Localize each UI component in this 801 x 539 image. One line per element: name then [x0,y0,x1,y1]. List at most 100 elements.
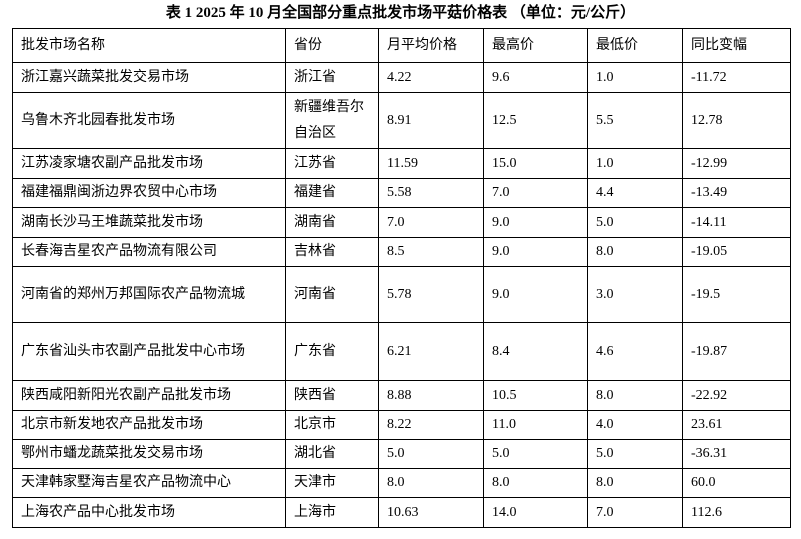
table-cell: 11.0 [483,410,588,440]
table-cell: 河南省 [285,266,379,323]
table-cell: 7.0 [378,207,484,238]
table-cell: 陕西省 [285,380,379,411]
table-cell: 天津韩家墅海吉星农产品物流中心 [12,468,286,498]
header-cell: 批发市场名称 [12,28,286,63]
table-cell: 湖南长沙马王堆蔬菜批发市场 [12,207,286,238]
table-cell: 8.91 [378,92,484,149]
table-row: 浙江嘉兴蔬菜批发交易市场 浙江省 4.22 9.6 1.0 -11.72 [12,62,791,93]
table-cell: 湖南省 [285,207,379,238]
table-cell: 8.0 [378,468,484,498]
table-cell: 8.88 [378,380,484,411]
table-cell: 5.0 [587,207,683,238]
table-row: 批发市场名称 省份 月平均价格 最高价 最低价 同比变幅 [12,28,791,63]
table-cell: 5.0 [483,439,588,469]
table-cell: 1.0 [587,148,683,179]
table-cell: 广东省 [285,322,379,381]
table-cell: 11.59 [378,148,484,179]
table-cell: 8.0 [587,380,683,411]
table-cell: 天津市 [285,468,379,498]
table-row: 福建福鼎闽浙边界农贸中心市场 福建省 5.58 7.0 4.4 -13.49 [12,178,791,208]
table-cell: 9.0 [483,207,588,238]
table-cell: 浙江嘉兴蔬菜批发交易市场 [12,62,286,93]
table-cell: -19.05 [682,237,791,267]
table-cell: 福建福鼎闽浙边界农贸中心市场 [12,178,286,208]
table-cell: 9.0 [483,237,588,267]
table-cell: -36.31 [682,439,791,469]
header-cell: 月平均价格 [378,28,484,63]
table-cell: 7.0 [587,497,683,528]
table-cell: 河南省的郑州万邦国际农产品物流城 [12,266,286,323]
table-row: 上海农产品中心批发市场 上海市 10.63 14.0 7.0 112.6 [12,497,791,528]
table-cell: 新疆维吾尔自治区 [285,92,379,149]
table-cell: 4.6 [587,322,683,381]
header-cell: 最高价 [483,28,588,63]
table-cell: -12.99 [682,148,791,179]
table-row: 长春海吉星农产品物流有限公司 吉林省 8.5 9.0 8.0 -19.05 [12,237,791,267]
table-cell: 9.6 [483,62,588,93]
table-cell: -19.87 [682,322,791,381]
table-row: 鄂州市蟠龙蔬菜批发交易市场 湖北省 5.0 5.0 5.0 -36.31 [12,439,791,469]
table-cell: 北京市新发地农产品批发市场 [12,410,286,440]
table-cell: 8.0 [587,237,683,267]
table-cell: 江苏凌家塘农副产品批发市场 [12,148,286,179]
table-cell: 吉林省 [285,237,379,267]
table-cell: 10.63 [378,497,484,528]
header-cell: 最低价 [587,28,683,63]
table-cell: 15.0 [483,148,588,179]
price-table: 批发市场名称 省份 月平均价格 最高价 最低价 同比变幅 浙江嘉兴蔬菜批发交易市场 浙江省 4.… [12,28,791,528]
table-cell: 乌鲁木齐北园春批发市场 [12,92,286,149]
table-row: 乌鲁木齐北园春批发市场 新疆维吾尔自治区 8.91 12.5 5.5 12.78 [12,92,791,149]
table-cell: 上海农产品中心批发市场 [12,497,286,528]
table-row: 河南省的郑州万邦国际农产品物流城 河南省 5.78 9.0 3.0 -19.5 [12,266,791,323]
table-cell: 4.4 [587,178,683,208]
table-cell: 4.0 [587,410,683,440]
table-cell: -13.49 [682,178,791,208]
table-cell: 5.78 [378,266,484,323]
table-cell: 长春海吉星农产品物流有限公司 [12,237,286,267]
table-cell: 5.0 [587,439,683,469]
table-row: 江苏凌家塘农副产品批发市场 江苏省 11.59 15.0 1.0 -12.99 [12,148,791,179]
table-cell: 浙江省 [285,62,379,93]
table-cell: 9.0 [483,266,588,323]
table-cell: 福建省 [285,178,379,208]
table-cell: 4.22 [378,62,484,93]
table-cell: 1.0 [587,62,683,93]
table-cell: 8.4 [483,322,588,381]
table-cell: -22.92 [682,380,791,411]
table-row: 天津韩家墅海吉星农产品物流中心 天津市 8.0 8.0 8.0 60.0 [12,468,791,498]
table-row: 广东省汕头市农副产品批发中心市场 广东省 6.21 8.4 4.6 -19.87 [12,322,791,381]
table-cell: 北京市 [285,410,379,440]
table-cell: 7.0 [483,178,588,208]
table-cell: 陕西咸阳新阳光农副产品批发市场 [12,380,286,411]
table-title: 表 1 2025 年 10 月全国部分重点批发市场平菇价格表 （单位：元/公斤） [165,5,636,21]
table-cell: 8.0 [587,468,683,498]
header-cell: 同比变幅 [682,28,791,63]
table-cell: 14.0 [483,497,588,528]
table-cell: 12.5 [483,92,588,149]
table-cell: 湖北省 [285,439,379,469]
table-cell: 广东省汕头市农副产品批发中心市场 [12,322,286,381]
table-cell: 8.0 [483,468,588,498]
table-cell: -19.5 [682,266,791,323]
table-cell: 60.0 [682,468,791,498]
table-cell: 5.58 [378,178,484,208]
table-cell: 12.78 [682,92,791,149]
header-cell: 省份 [285,28,379,63]
table-cell: 3.0 [587,266,683,323]
table-row: 陕西咸阳新阳光农副产品批发市场 陕西省 8.88 10.5 8.0 -22.92 [12,380,791,411]
table-row: 湖南长沙马王堆蔬菜批发市场 湖南省 7.0 9.0 5.0 -14.11 [12,207,791,238]
table-cell: 8.5 [378,237,484,267]
table-cell: -11.72 [682,62,791,93]
table-row: 北京市新发地农产品批发市场 北京市 8.22 11.0 4.0 23.61 [12,410,791,440]
table-cell: 23.61 [682,410,791,440]
table-cell: 江苏省 [285,148,379,179]
table-cell: 5.0 [378,439,484,469]
table-cell: 上海市 [285,497,379,528]
table-cell: -14.11 [682,207,791,238]
table-cell: 10.5 [483,380,588,411]
table-cell: 鄂州市蟠龙蔬菜批发交易市场 [12,439,286,469]
table-cell: 8.22 [378,410,484,440]
table-cell: 6.21 [378,322,484,381]
table-cell: 5.5 [587,92,683,149]
